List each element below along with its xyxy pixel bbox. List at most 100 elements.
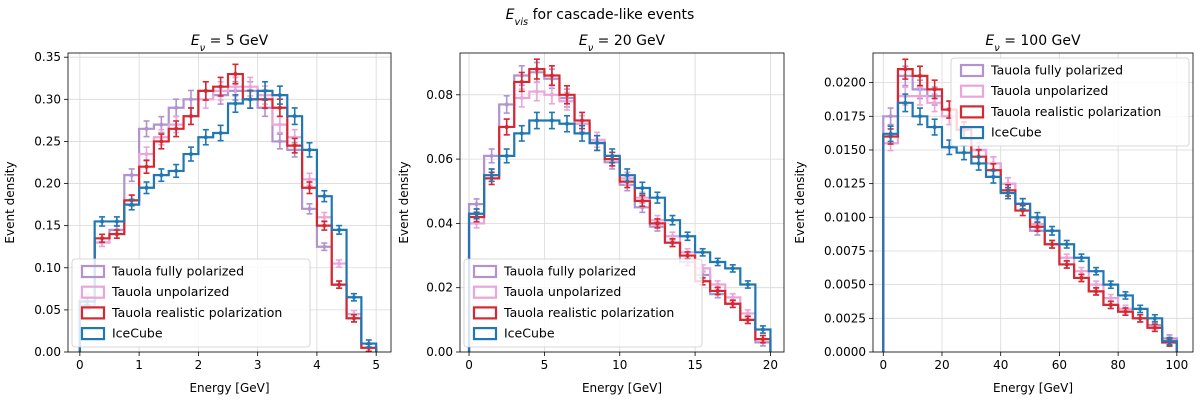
legend-label-icecube: IceCube: [112, 326, 163, 341]
legend-swatch-realistic: [959, 105, 985, 119]
legend-swatch-unpolarized: [959, 84, 985, 98]
data-point: [947, 145, 952, 150]
data-point: [233, 72, 238, 77]
data-point: [655, 195, 660, 200]
data-point: [549, 118, 554, 123]
data-point: [1006, 191, 1011, 196]
data-point: [292, 114, 297, 119]
y-tick-label: 0.0200: [824, 76, 866, 90]
legend-label-icecube: IceCube: [991, 125, 1042, 140]
legend-label-polarized: Tauola fully polarized: [111, 264, 244, 279]
data-point: [114, 219, 119, 224]
y-tick-label: 0.0150: [824, 143, 866, 157]
series-line-icecube: [467, 119, 772, 352]
x-tick-label: 2: [195, 358, 203, 372]
data-point: [233, 84, 238, 89]
data-point: [504, 102, 509, 107]
y-tick-label: 0.0175: [824, 109, 866, 123]
data-point: [700, 250, 705, 255]
data-point: [1152, 325, 1157, 330]
legend-swatch-realistic: [80, 306, 106, 320]
data-point: [277, 105, 282, 110]
data-point: [203, 88, 208, 93]
y-tick-label: 0.35: [34, 50, 61, 64]
legend: Tauola fully polarized Tauola unpolarized…: [463, 258, 703, 348]
panel-title: Eν = 20 GeV: [579, 33, 666, 54]
data-point: [100, 236, 105, 241]
data-point: [248, 84, 253, 89]
x-tick-label: 3: [254, 358, 262, 372]
x-tick-label: 1: [135, 358, 143, 372]
legend-label-unpolarized: Tauola unpolarized: [111, 284, 229, 299]
data-point: [888, 114, 893, 119]
legend-label-polarized: Tauola fully polarized: [990, 63, 1123, 78]
data-point: [534, 67, 539, 72]
x-tick-label: 5: [372, 358, 380, 372]
data-point: [489, 173, 494, 178]
y-tick-label: 0.08: [426, 88, 453, 102]
data-point: [685, 234, 690, 239]
data-point: [307, 206, 312, 211]
data-point: [504, 124, 509, 129]
data-point: [715, 282, 720, 287]
data-point: [685, 253, 690, 258]
axes-frame: [459, 52, 785, 353]
x-tick-label: 20: [934, 358, 949, 372]
legend-swatch-icecube: [472, 327, 498, 341]
data-point: [730, 295, 735, 300]
data-point: [640, 198, 645, 203]
data-point: [1064, 242, 1069, 247]
data-point: [549, 73, 554, 78]
data-point: [760, 337, 765, 342]
data-point: [337, 282, 342, 287]
data-point: [322, 244, 327, 249]
data-point: [1079, 269, 1084, 274]
legend-box: [950, 57, 1190, 147]
data-point: [1138, 316, 1143, 321]
data-point: [188, 114, 193, 119]
y-tick-label: 0.0100: [824, 210, 866, 224]
data-point: [144, 152, 149, 157]
data-point: [218, 131, 223, 136]
data-point: [1108, 302, 1113, 307]
data-point: [174, 105, 179, 110]
legend-swatch-polarized: [472, 264, 498, 279]
data-point: [625, 173, 630, 178]
series-line-icecube: [78, 89, 378, 352]
y-tick-label: 0.00: [34, 345, 61, 359]
data-point: [277, 139, 282, 144]
data-point: [580, 118, 585, 123]
y-tick-label: 0.0025: [824, 311, 866, 325]
data-point: [745, 311, 750, 316]
x-tick-label: 10: [612, 358, 627, 372]
data-point: [1064, 255, 1069, 260]
x-axis-label: Energy [GeV]: [189, 381, 269, 395]
series-line-icecube: [882, 101, 1178, 352]
data-point: [337, 261, 342, 266]
x-tick-label: 0: [76, 358, 84, 372]
panels: Eν = 5 GeV 0 1 2 3 4 5 0.00 0.05 0.10 0.15 0.20 0.25…: [3, 33, 1194, 395]
data-point: [1094, 269, 1099, 274]
y-tick-label: 0.06: [426, 152, 453, 166]
data-point: [976, 161, 981, 166]
data-point: [730, 266, 735, 271]
legend-swatch-icecube: [80, 327, 106, 341]
y-tick-label: 0.0050: [824, 278, 866, 292]
y-tick-label: 0.0075: [824, 244, 866, 258]
data-point: [1050, 228, 1055, 233]
series-errorbars-icecube: [887, 93, 1173, 346]
data-point: [474, 202, 479, 207]
data-point: [1152, 316, 1157, 321]
data-point: [932, 125, 937, 130]
data-point: [129, 202, 134, 207]
plot-area: [882, 58, 1178, 352]
legend-swatch-realistic: [472, 306, 498, 320]
x-tick-label: 5: [541, 358, 549, 372]
data-point: [144, 164, 149, 169]
chart-panel-2: Eν = 20 GeV 0 5 10 15 20 0.00 0.02 0.04 0.06 0.08 E…: [397, 33, 785, 395]
data-point: [932, 100, 937, 105]
data-point: [1050, 242, 1055, 247]
data-point: [307, 185, 312, 190]
legend-swatch-polarized: [80, 264, 106, 279]
data-point: [947, 107, 952, 112]
